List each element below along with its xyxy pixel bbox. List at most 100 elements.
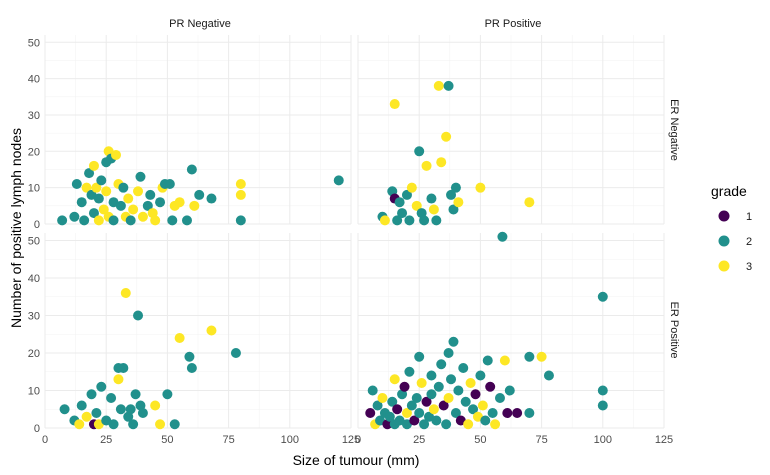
y-tick-label: 40: [28, 273, 40, 285]
data-point-grade-2: [125, 215, 136, 226]
data-point-grade-2: [194, 189, 205, 200]
data-point-grade-2: [401, 189, 412, 200]
x-tick-label: 125: [342, 434, 360, 446]
data-point-grade-3: [475, 182, 486, 193]
data-point-grade-3: [477, 400, 488, 411]
data-point-grade-3: [88, 160, 99, 171]
facet-label-pr-positive: PR Positive: [485, 18, 542, 30]
data-point-grade-3: [150, 400, 161, 411]
legend-label-grade-1: 1: [746, 211, 752, 223]
legend: grade 1 2 3: [711, 183, 752, 273]
panel-1-0: [357, 35, 665, 225]
x-tick-label: 25: [413, 434, 425, 446]
data-point-grade-3: [206, 325, 217, 336]
y-axis-title: Number of positive lymph nodes: [8, 128, 24, 328]
data-point-grade-2: [397, 389, 408, 400]
data-point-grade-1: [421, 396, 432, 407]
data-point-grade-2: [433, 381, 444, 392]
data-point-grade-2: [404, 215, 415, 226]
data-point-grade-3: [436, 157, 447, 168]
data-point-grade-3: [189, 200, 200, 211]
data-point-grade-3: [235, 189, 246, 200]
data-point-grade-3: [416, 378, 427, 388]
data-point-grade-2: [448, 204, 459, 215]
data-point-grade-2: [426, 193, 437, 204]
data-point-grade-1: [485, 381, 496, 392]
data-point-grade-2: [135, 400, 146, 411]
data-point-grade-2: [443, 80, 454, 91]
facet-label-pr-negative: PR Negative: [169, 18, 231, 30]
data-point-grade-3: [120, 288, 131, 298]
data-point-grade-2: [401, 419, 412, 430]
data-point-grade-2: [394, 415, 405, 426]
data-point-grade-2: [93, 193, 104, 204]
data-point-grade-2: [392, 215, 403, 226]
data-point-grade-2: [450, 408, 461, 418]
data-point-grade-2: [597, 385, 608, 396]
data-point-grade-2: [426, 389, 437, 400]
data-point-grade-3: [155, 419, 166, 430]
data-point-grade-2: [543, 370, 554, 381]
data-point-grade-2: [394, 197, 405, 208]
x-tick-label: 0: [42, 434, 48, 446]
data-point-grade-2: [106, 393, 117, 403]
legend-key-1: 1: [718, 210, 752, 223]
data-point-grade-2: [118, 363, 129, 373]
data-point-grade-2: [130, 389, 141, 400]
data-point-grade-2: [76, 400, 87, 411]
data-point-grade-3: [406, 182, 417, 193]
data-point-grade-2: [404, 366, 415, 377]
x-tick-label: 75: [222, 434, 234, 446]
data-point-grade-3: [536, 351, 547, 362]
y-tick-label: 20: [28, 146, 40, 158]
facet-label-er-negative: ER Negative: [668, 99, 680, 161]
y-tick-label: 50: [28, 37, 40, 49]
data-point-grade-2: [206, 193, 217, 204]
data-point-grade-2: [431, 415, 442, 426]
data-point-grade-2: [367, 385, 378, 396]
data-point-grade-2: [235, 215, 246, 226]
data-point-grade-2: [167, 215, 178, 226]
data-point-grade-1: [399, 381, 410, 392]
data-point-grade-1: [455, 415, 466, 426]
data-point-grade-1: [502, 408, 513, 418]
data-point-grade-2: [414, 146, 425, 157]
data-point-grade-2: [57, 215, 68, 226]
data-point-grade-3: [235, 179, 246, 190]
data-point-grade-3: [174, 333, 185, 343]
data-point-grade-3: [428, 204, 439, 215]
points-group: [59, 288, 241, 430]
data-point-grade-1: [470, 389, 481, 400]
data-point-grade-2: [59, 404, 70, 415]
data-point-grade-2: [460, 396, 471, 407]
x-tick-label: 0: [355, 434, 361, 446]
data-point-grade-2: [494, 393, 505, 403]
data-point-grade-3: [93, 419, 104, 430]
data-point-grade-2: [375, 415, 386, 426]
data-point-grade-3: [174, 197, 185, 208]
data-point-grade-3: [137, 211, 148, 222]
data-point-grade-2: [181, 215, 192, 226]
data-point-grade-2: [411, 393, 422, 403]
data-point-grade-2: [108, 419, 119, 430]
data-point-grade-2: [475, 370, 486, 381]
data-point-grade-1: [392, 404, 403, 415]
data-point-grade-3: [499, 355, 510, 366]
data-point-grade-1: [365, 408, 376, 418]
data-point-grade-2: [446, 374, 457, 385]
data-point-grade-1: [382, 419, 393, 430]
data-point-grade-2: [101, 415, 112, 426]
data-point-grade-2: [135, 171, 146, 182]
data-point-grade-2: [84, 168, 95, 179]
data-point-grade-2: [414, 408, 425, 418]
data-point-grade-3: [472, 411, 483, 422]
legend-label-grade-2: 2: [746, 236, 752, 248]
legend-title: grade: [711, 183, 747, 199]
data-point-grade-2: [115, 404, 126, 415]
data-point-grade-2: [453, 385, 464, 396]
data-point-grade-2: [397, 208, 408, 219]
data-point-grade-2: [441, 419, 452, 430]
y-tick-label: 20: [28, 348, 40, 360]
